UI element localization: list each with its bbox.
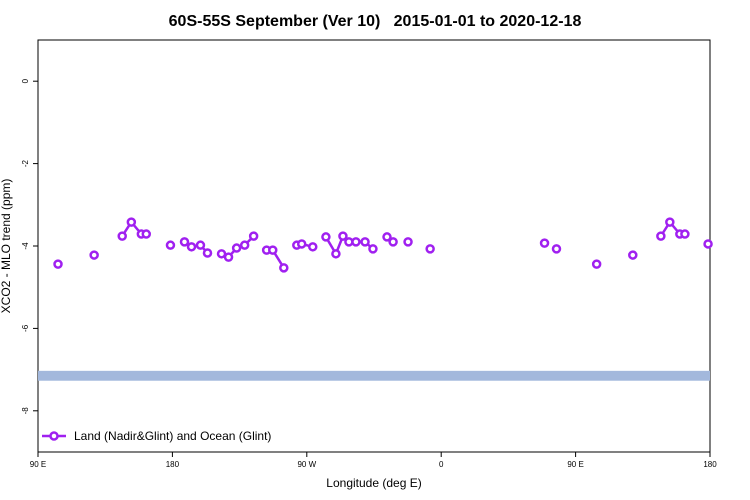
data-point	[141, 229, 152, 239]
data-point	[195, 240, 206, 250]
y-axis-label: XCO2 - MLO trend (ppm)	[0, 179, 13, 314]
data-point	[126, 217, 137, 227]
x-tick-label: 180	[166, 460, 180, 469]
data-point	[89, 250, 99, 260]
data-point	[186, 242, 197, 252]
legend-marker	[49, 431, 59, 441]
data-point	[403, 237, 413, 247]
data-point	[165, 240, 176, 250]
data-point	[268, 245, 278, 255]
data-point	[680, 229, 690, 239]
data-point	[296, 239, 307, 249]
data-point	[331, 249, 341, 259]
data-point	[216, 249, 227, 259]
data-point	[239, 240, 250, 250]
data-point	[338, 231, 348, 241]
data-point	[179, 237, 190, 247]
x-axis-label: Longitude (deg E)	[326, 476, 421, 490]
data-point	[321, 232, 331, 242]
x-tick-label: 90 W	[297, 460, 316, 469]
y-tick-label: 0	[21, 78, 30, 83]
data-point	[53, 259, 63, 269]
x-tick-label: 90 E	[30, 460, 46, 469]
data-point	[382, 232, 392, 242]
data-point	[539, 238, 550, 248]
y-tick-label: -4	[21, 242, 30, 250]
data-point	[665, 217, 675, 227]
chart-title: 60S-55S September (Ver 10) 2015-01-01 to…	[169, 13, 582, 30]
data-point	[279, 263, 289, 273]
legend-label: Land (Nadir&Glint) and Ocean (Glint)	[74, 429, 271, 443]
data-point	[591, 259, 602, 269]
data-point	[202, 248, 213, 258]
data-point	[308, 242, 318, 252]
y-tick-label: -6	[21, 324, 30, 332]
data-point	[248, 231, 259, 241]
coverage-band	[38, 370, 710, 381]
data-point	[223, 252, 234, 262]
data-point	[551, 244, 562, 254]
x-tick-label: 90 E	[567, 460, 583, 469]
data-point	[425, 244, 435, 254]
data-point	[368, 244, 378, 254]
data-point	[388, 237, 398, 247]
x-tick-label: 0	[439, 460, 444, 469]
data-point	[360, 237, 370, 247]
y-tick-label: -8	[21, 407, 30, 415]
data-point	[231, 243, 242, 253]
y-tick-label: -2	[21, 159, 30, 167]
data-point	[628, 250, 638, 260]
data-point	[703, 239, 713, 249]
data-point	[351, 237, 361, 247]
x-tick-label: 180	[703, 460, 717, 469]
data-point	[117, 231, 127, 241]
data-point	[656, 231, 666, 241]
